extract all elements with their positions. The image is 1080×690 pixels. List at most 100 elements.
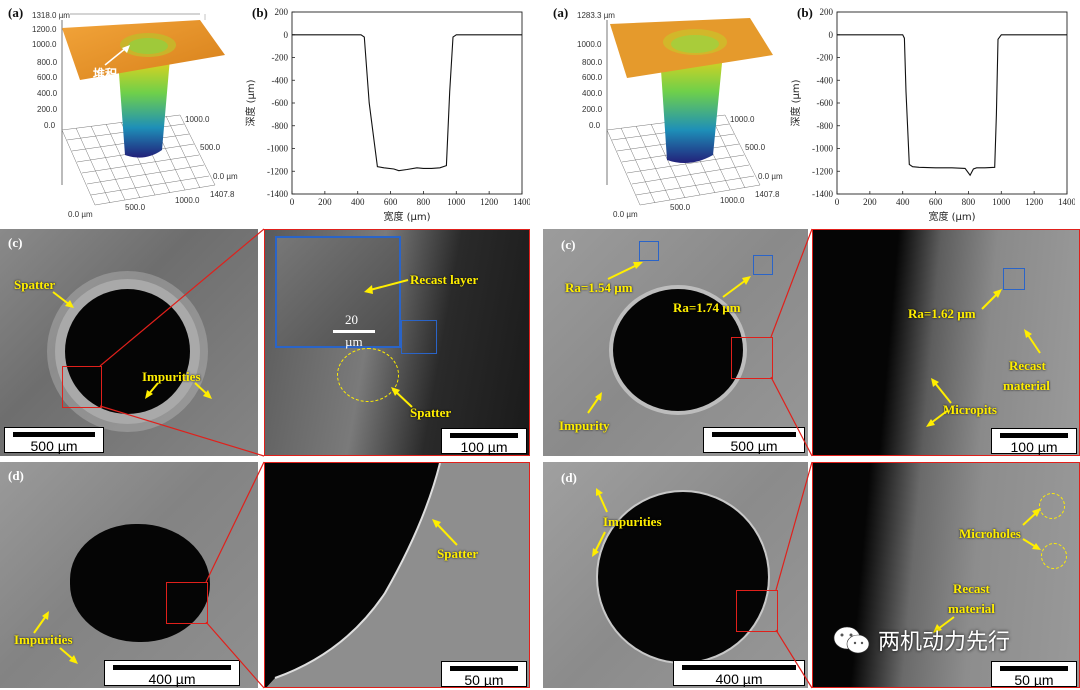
y-tick-label: -600 [272, 98, 289, 108]
y-tick-label: 200 [275, 7, 289, 17]
arrow [52, 291, 74, 308]
z-tick: 400.0 [37, 89, 58, 98]
scale-bar-label: 400 µm [715, 671, 763, 687]
scale-bar: 50 µm [991, 661, 1077, 687]
arrows [145, 382, 212, 399]
y-max: 1407.8 [755, 190, 780, 199]
panel-tag-c: (c) [8, 235, 23, 250]
y-tick: 0.0 µm [213, 172, 238, 181]
inset-scale-bar [333, 330, 375, 333]
z-tick: 0.0 [44, 121, 56, 130]
recast-label: material [948, 601, 995, 616]
y-tick-label: -400 [272, 75, 289, 85]
inset [275, 236, 401, 348]
x-tick-label: 1200 [1025, 197, 1044, 207]
profile-3d-left-plot [61, 13, 225, 206]
x-tick-label: 200 [863, 197, 877, 207]
sem-left-d-overview: (d) Impurities 400 µm [0, 462, 258, 688]
panel-tag-a-right: (a) [553, 5, 569, 20]
y-tick-label: -800 [272, 121, 289, 131]
arrows [592, 488, 608, 557]
connector-line [205, 461, 265, 583]
x-tick-label: 0 [835, 197, 840, 207]
impurities-label: Impurities [603, 514, 662, 529]
panel-tag-d: (d) [8, 468, 24, 483]
impurities-label: Impurities [142, 369, 201, 384]
arrow [1024, 329, 1041, 354]
depth-series-line [837, 34, 1067, 177]
impurities-label: Impurities [14, 632, 73, 647]
z-tick: 1000.0 [32, 40, 57, 49]
y-tick: 500.0 [745, 143, 766, 152]
z-top-label: 1283.3 µm [577, 11, 615, 20]
z-tick: 800.0 [37, 58, 58, 67]
panel-tag-a-left: (a) [8, 5, 24, 20]
y-tick-label: -1400 [267, 189, 288, 199]
x-tick: 0.0 µm [613, 210, 638, 219]
microhole-region [1039, 493, 1065, 519]
arrow [933, 616, 955, 633]
inset-source-region [401, 320, 437, 354]
y-tick-label: -400 [817, 75, 834, 85]
y-axis-label: 深度 (µm) [789, 79, 802, 126]
y-tick-label: -200 [272, 53, 289, 63]
inset-scale-number: 20 [345, 312, 358, 327]
x-axis-label: 宽度 (µm) [928, 210, 975, 223]
arrows [1022, 508, 1041, 550]
z-tick: 200.0 [37, 105, 58, 114]
connector-line [770, 228, 813, 338]
scale-bar: 400 µm [673, 660, 805, 687]
y-max: 1407.8 [210, 190, 235, 199]
connector-line [205, 621, 265, 689]
y-tick-label: -1200 [267, 166, 288, 176]
impurity-label: Impurity [559, 418, 610, 433]
scale-bar-label: 400 µm [148, 671, 196, 687]
arrow [607, 262, 643, 280]
recast-label: Recast [1009, 358, 1046, 373]
x-tick-label: 1400 [513, 197, 530, 207]
zoom-region [736, 590, 778, 632]
spatter-label: Spatter [410, 405, 452, 420]
panel-tag-b-right: (b) [797, 5, 813, 20]
x-tick-label: 800 [417, 197, 431, 207]
recast-label: Recast [953, 581, 990, 596]
x-tick: 500.0 [670, 203, 691, 212]
connector-line [770, 376, 813, 457]
x-tick: 0.0 µm [68, 210, 93, 219]
scale-bar-label: 50 µm [1014, 672, 1054, 688]
x-tick-label: 800 [962, 197, 976, 207]
scale-bar-label: 50 µm [464, 672, 504, 688]
spatter-label: Spatter [437, 546, 479, 561]
x-tick-label: 1200 [480, 197, 499, 207]
scale-bar: 50 µm [441, 661, 527, 687]
y-tick: 1000.0 [730, 115, 755, 124]
y-tick: 0.0 µm [758, 172, 783, 181]
profile-3d-left: (a) 131 [0, 0, 240, 225]
z-tick: 0.0 [589, 121, 601, 130]
deposit-annotation: 堆积 [93, 67, 118, 81]
panel-tag-c: (c) [561, 237, 576, 252]
scale-bar: 400 µm [104, 660, 240, 687]
z-tick: 1200.0 [32, 25, 57, 34]
hole [598, 492, 768, 662]
zoom-region [62, 366, 102, 408]
wechat-icon [833, 626, 870, 654]
depth-profile-chart-left: (b) 200 0 -200 -400 -600 -800 -1000 -1200 -1400 0… [240, 0, 532, 225]
x-tick-label: 1400 [1058, 197, 1075, 207]
recast-layer-label: Recast layer [410, 272, 479, 287]
ra-label: Ra=1.62 µm [908, 306, 976, 321]
roughness-region [1003, 268, 1025, 290]
hole [70, 524, 210, 642]
hole [613, 289, 743, 411]
y-tick-label: -1000 [812, 144, 833, 154]
arrow [432, 519, 458, 546]
sem-right-c-zoom: Ra=1.62 µm Recast material Micropits 100… [812, 229, 1080, 456]
arrow [364, 279, 409, 294]
sem-left-d-zoom: Spatter 50 µm [264, 462, 530, 688]
y-tick-label: -600 [817, 98, 834, 108]
arrow [587, 392, 602, 414]
zoom-region [731, 337, 773, 379]
x-tick: 1000.0 [720, 196, 745, 205]
x-tick: 500.0 [125, 203, 146, 212]
